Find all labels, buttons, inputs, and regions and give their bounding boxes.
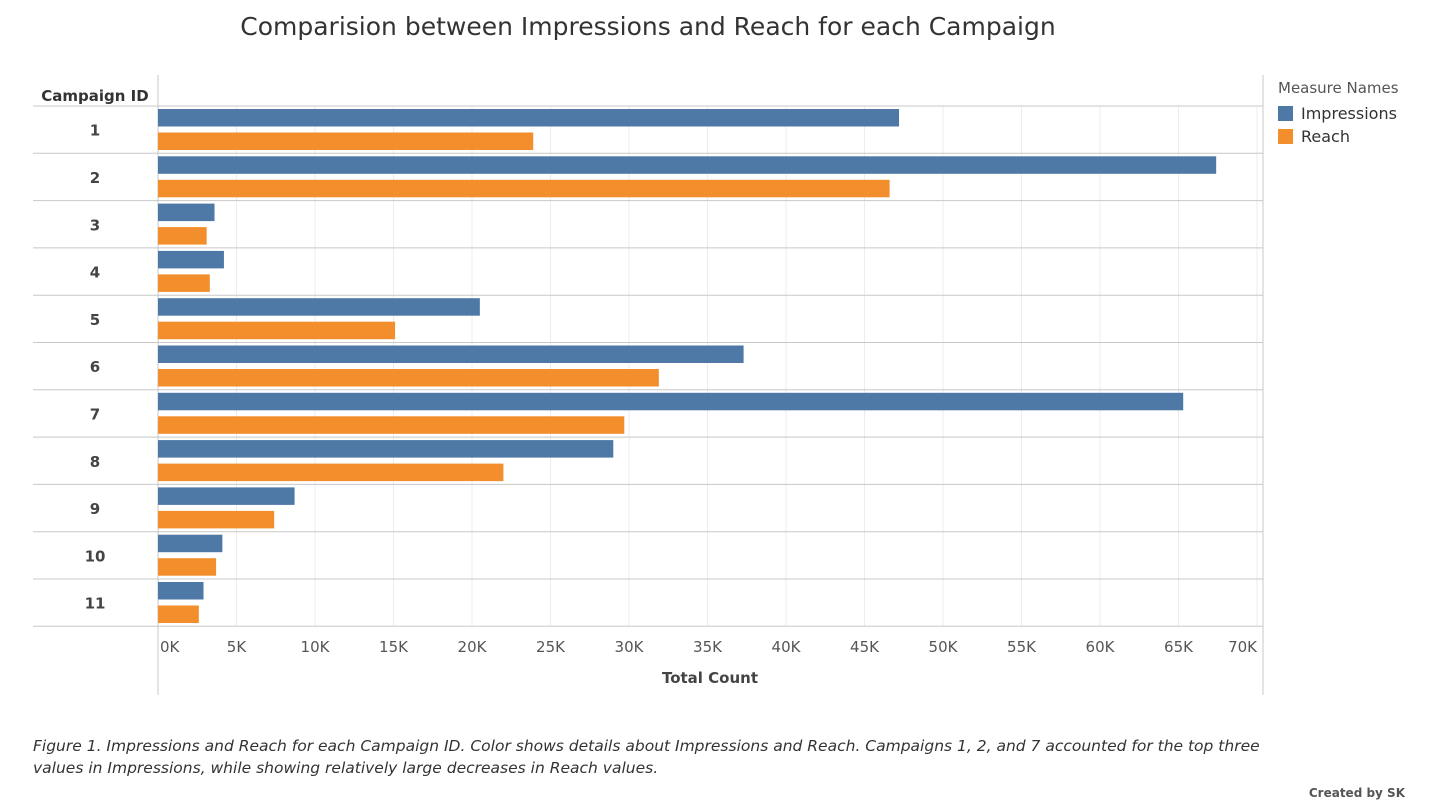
bar-reach-4: [158, 274, 210, 292]
bar-reach-5: [158, 321, 396, 340]
category-label: 7: [90, 405, 100, 423]
category-label: 11: [85, 595, 106, 613]
legend-item-reach[interactable]: Reach: [1278, 125, 1399, 148]
bar-impressions-11: [158, 582, 204, 600]
category-label: 4: [90, 264, 100, 282]
category-label: 1: [90, 122, 100, 140]
x-tick-label: 70K: [1228, 638, 1258, 656]
chart-title: Comparision between Impressions and Reac…: [240, 12, 1056, 41]
bar-reach-7: [158, 416, 625, 434]
bar-impressions-6: [158, 345, 744, 363]
figure-caption: Figure 1. Impressions and Reach for each…: [33, 737, 1260, 777]
category-label: 10: [85, 547, 106, 565]
x-tick-label: 40K: [772, 638, 802, 656]
x-tick-label: 0K: [160, 638, 181, 656]
x-tick-label: 15K: [379, 638, 409, 656]
legend-label-impressions: Impressions: [1301, 104, 1397, 123]
x-tick-label: 30K: [615, 638, 645, 656]
bar-impressions-3: [158, 203, 215, 222]
x-tick-label: 25K: [536, 638, 566, 656]
bar-reach-1: [158, 132, 534, 150]
x-tick-label: 35K: [693, 638, 723, 656]
bar-impressions-7: [158, 392, 1184, 411]
x-tick-label: 50K: [929, 638, 959, 656]
x-tick-label: 65K: [1164, 638, 1194, 656]
bar-reach-9: [158, 510, 275, 529]
row-header-label: Campaign ID: [41, 87, 148, 105]
bar-impressions-2: [158, 156, 1217, 174]
legend: Measure Names Impressions Reach: [1278, 79, 1399, 148]
bar-impressions-4: [158, 250, 224, 269]
x-tick-label: 20K: [458, 638, 488, 656]
bar-reach-10: [158, 558, 217, 576]
category-label: 9: [90, 500, 100, 518]
x-axis-title: Total Count: [662, 669, 758, 687]
bar-impressions-5: [158, 298, 480, 316]
bar-impressions-10: [158, 534, 223, 553]
legend-item-impressions[interactable]: Impressions: [1278, 102, 1399, 125]
x-tick-label: 10K: [301, 638, 331, 656]
bar-reach-2: [158, 179, 890, 198]
legend-label-reach: Reach: [1301, 127, 1350, 146]
legend-title: Measure Names: [1278, 79, 1399, 97]
x-tick-label: 55K: [1007, 638, 1037, 656]
category-label: 8: [90, 453, 100, 471]
bar-reach-3: [158, 227, 207, 245]
bar-reach-8: [158, 463, 504, 482]
category-label: 3: [90, 216, 100, 234]
x-tick-label: 5K: [227, 638, 248, 656]
x-tick-label: 45K: [850, 638, 880, 656]
category-label: 6: [90, 358, 100, 376]
bar-impressions-8: [158, 440, 614, 458]
bar-impressions-1: [158, 109, 900, 127]
bar-reach-6: [158, 369, 659, 387]
bar-impressions-9: [158, 487, 295, 505]
category-label: 2: [90, 169, 100, 187]
bar-reach-11: [158, 605, 199, 623]
x-tick-label: 60K: [1086, 638, 1116, 656]
legend-swatch-impressions: [1278, 106, 1293, 121]
category-label: 5: [90, 311, 100, 329]
credit-text: Created by SK: [1308, 786, 1405, 800]
legend-swatch-reach: [1278, 129, 1293, 144]
